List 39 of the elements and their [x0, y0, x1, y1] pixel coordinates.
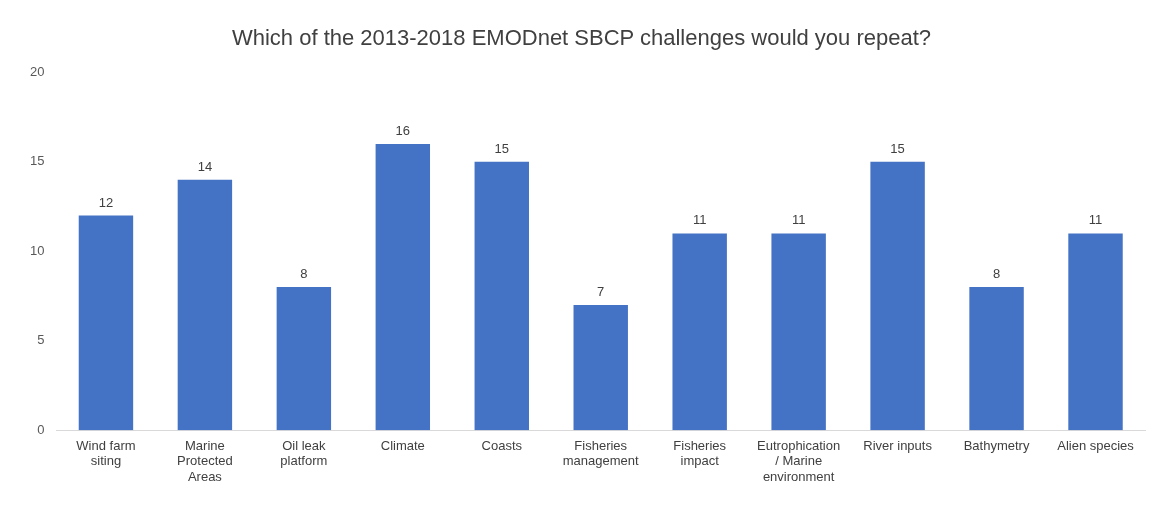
bar [870, 161, 925, 431]
data-label: 14 [197, 158, 213, 174]
bar [177, 179, 233, 431]
bar [78, 215, 134, 431]
x-tick-label: Wind farm siting [76, 437, 136, 469]
chart-title: Which of the 2013-2018 EMODnet SBCP challenges would you repeat? [231, 25, 932, 51]
y-tick-label: 0 [37, 421, 45, 437]
bar [1068, 233, 1123, 431]
bar [771, 233, 826, 431]
y-tick-label: 15 [29, 153, 45, 169]
bar [276, 287, 332, 431]
data-label: 16 [395, 123, 411, 139]
bar [573, 304, 628, 431]
x-tick-label: Fisheries impact [673, 437, 727, 469]
bar [474, 161, 529, 431]
x-tick-label: Fisheries management [562, 437, 640, 469]
x-tick-label: Coasts [481, 437, 523, 453]
data-label: 11 [791, 212, 806, 228]
bar [672, 233, 727, 431]
data-label: 11 [1088, 212, 1103, 228]
x-tick-label: Bathymetry [963, 437, 1030, 453]
x-tick-label: Oil leak platform [280, 437, 328, 469]
data-label: 8 [300, 266, 308, 282]
x-tick-label: Eutrophication / Marine environment [757, 437, 841, 484]
bar [969, 287, 1024, 431]
data-label: 15 [494, 140, 510, 156]
y-tick-label: 10 [29, 242, 45, 258]
data-label: 15 [890, 140, 905, 156]
data-label: 11 [692, 212, 707, 228]
y-tick-label: 5 [37, 332, 45, 348]
x-tick-label: Climate [380, 437, 425, 453]
y-tick-label: 20 [29, 63, 45, 79]
x-tick-label: Alien species [1057, 437, 1135, 453]
x-tick-label: River inputs [863, 437, 933, 453]
x-tick-label: Marine Protected Areas [177, 437, 233, 484]
data-label: 8 [992, 266, 1001, 282]
data-label: 7 [597, 284, 605, 300]
data-label: 12 [98, 194, 114, 210]
bar [375, 143, 431, 431]
